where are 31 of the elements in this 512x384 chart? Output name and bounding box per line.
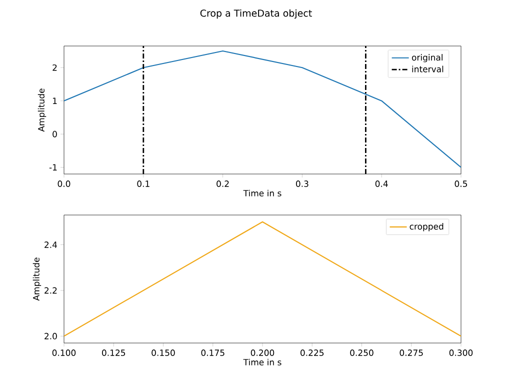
x-tick-label: 0.150: [152, 350, 175, 356]
x-tick-label: 0.200: [250, 350, 274, 356]
y-tick-label: 2: [52, 64, 57, 71]
y-tick-label: 2.2: [44, 287, 57, 294]
y-tick-label: -1: [49, 164, 57, 170]
x-axis-title: Time in s: [243, 190, 282, 196]
x-tick-label: 0.225: [300, 350, 324, 356]
x-tick-label: 0.175: [201, 350, 224, 356]
y-axis-title: Amplitude: [38, 88, 46, 132]
legend-label: cropped: [410, 223, 444, 232]
chart-title: Crop a TimeData object: [200, 9, 312, 19]
x-tick-label: 0.100: [52, 350, 76, 356]
x-tick-label: 0.1: [137, 180, 150, 187]
x-tick-label: 0.2: [216, 180, 229, 187]
x-tick-label: 0.125: [102, 350, 126, 356]
x-tick-label: 0.0: [58, 180, 70, 187]
line-series: [64, 50, 461, 168]
ref-line-label: interval: [412, 66, 444, 72]
x-tick-label: 0.250: [350, 350, 374, 356]
x-tick-label: 0.3: [296, 180, 308, 187]
x-tick-label: 0.4: [375, 180, 388, 187]
x-tick-label: 0.275: [400, 350, 423, 356]
y-tick-label: 1: [53, 98, 57, 104]
y-tick-label: 0: [52, 130, 57, 138]
y-tick-label: 2.4: [44, 242, 57, 248]
y-axis-title: Amplitude: [32, 258, 42, 301]
y-tick-label: 2.0: [44, 332, 57, 340]
legend-label: original: [412, 54, 442, 62]
x-axis-title: Time in s: [243, 358, 282, 366]
x-tick-label: 0.300: [449, 350, 473, 356]
x-tick-label: 0.5: [454, 180, 468, 187]
